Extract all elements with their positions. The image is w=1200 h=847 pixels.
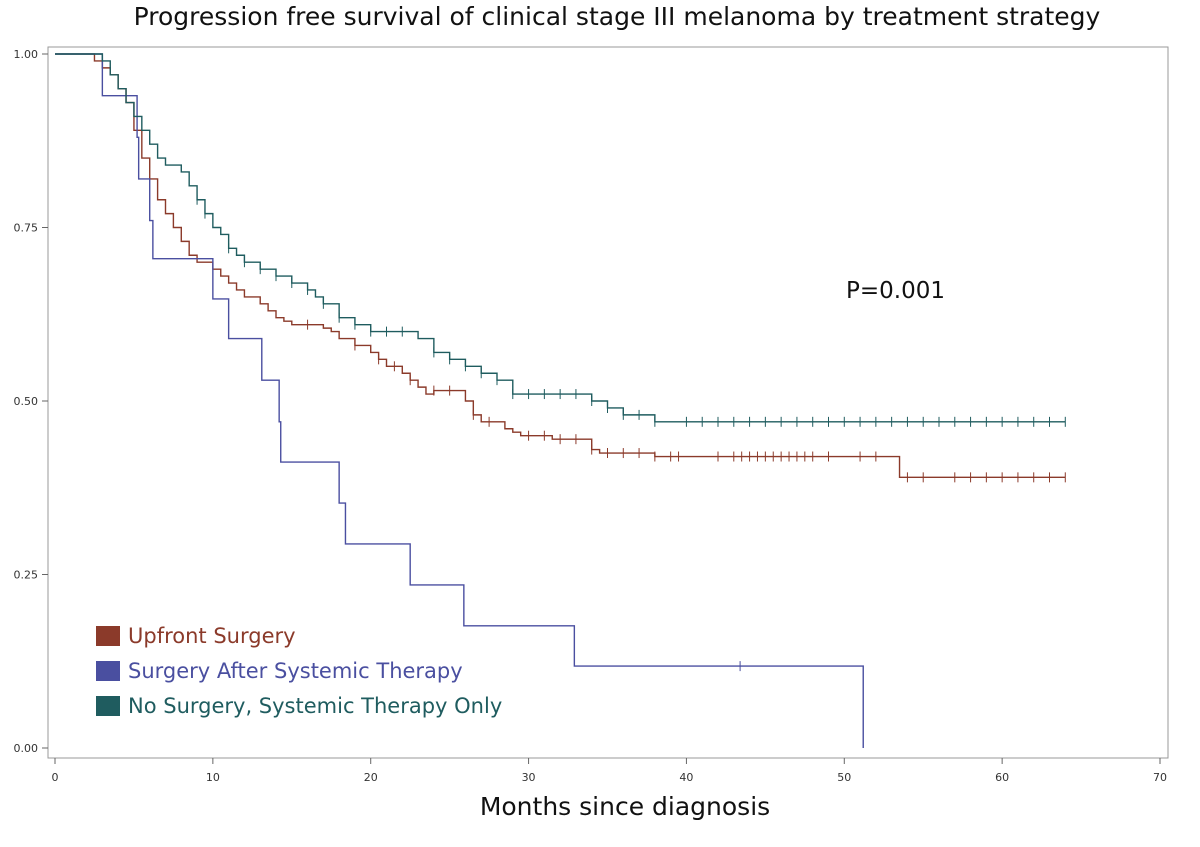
x-tick-label-2: 20 bbox=[364, 771, 378, 784]
x-tick-label-4: 40 bbox=[679, 771, 693, 784]
x-tick-label-7: 70 bbox=[1153, 771, 1167, 784]
legend-swatch-no-surgery bbox=[96, 695, 120, 716]
p-value-annotation: P=0.001 bbox=[846, 278, 945, 304]
legend-item-upfront-surgery: Upfront Surgery bbox=[96, 618, 502, 653]
legend-swatch-surgery-after-systemic bbox=[96, 660, 120, 681]
y-tick-label-1: 0.25 bbox=[14, 569, 39, 582]
legend-label-upfront-surgery: Upfront Surgery bbox=[128, 623, 296, 648]
x-tick-label-1: 10 bbox=[206, 771, 220, 784]
y-tick-label-4: 1.00 bbox=[14, 48, 39, 61]
x-axis-label: Months since diagnosis bbox=[479, 792, 771, 821]
y-tick-label-0: 0.00 bbox=[14, 742, 39, 755]
legend-swatch-upfront-surgery bbox=[96, 625, 120, 646]
series-line-1 bbox=[55, 53, 864, 748]
x-tick-label-0: 0 bbox=[52, 771, 59, 784]
legend-item-no-surgery: No Surgery, Systemic Therapy Only bbox=[96, 688, 502, 723]
chart-title: Progression free survival of clinical st… bbox=[133, 2, 1101, 31]
x-tick-label-5: 50 bbox=[837, 771, 851, 784]
series-2 bbox=[55, 53, 1066, 427]
legend-label-surgery-after-systemic: Surgery After Systemic Therapy bbox=[128, 658, 463, 683]
x-tick-label-3: 30 bbox=[522, 771, 536, 784]
y-tick-label-3: 0.75 bbox=[14, 222, 39, 235]
legend: Upfront Surgery Surgery After Systemic T… bbox=[96, 618, 502, 723]
series-1 bbox=[55, 53, 864, 748]
axes-layer: 0 10 20 30 40 50 60 70 0.00 0.25 0.50 0.75 1.00 bbox=[14, 48, 1168, 784]
legend-item-surgery-after-systemic: Surgery After Systemic Therapy bbox=[96, 653, 502, 688]
series-layer bbox=[55, 53, 1066, 748]
plot-frame bbox=[47, 46, 1169, 759]
x-tick-label-6: 60 bbox=[995, 771, 1009, 784]
series-line-2 bbox=[55, 53, 1066, 423]
y-tick-label-2: 0.50 bbox=[14, 395, 39, 408]
legend-label-no-surgery: No Surgery, Systemic Therapy Only bbox=[128, 693, 503, 718]
series-0 bbox=[55, 53, 1066, 483]
series-line-0 bbox=[55, 53, 1066, 479]
